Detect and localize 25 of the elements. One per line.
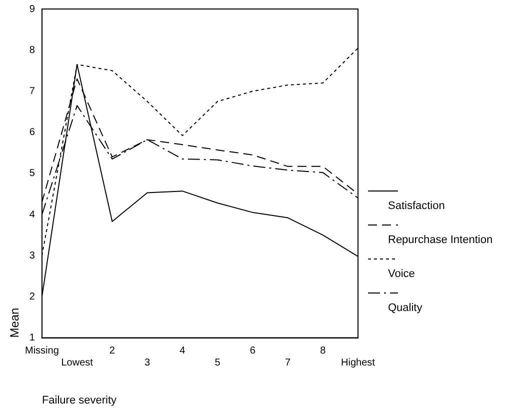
y-tick-label: 1 — [29, 332, 36, 344]
x-tick-label: 2 — [109, 346, 116, 357]
x-tick-label: 6 — [250, 346, 256, 357]
y-tick-label: 6 — [29, 127, 36, 138]
x-tick-label: 3 — [144, 358, 151, 369]
x-tick-label: 8 — [320, 346, 326, 357]
y-tick-label: 2 — [29, 291, 36, 302]
legend-label: Quality — [387, 302, 424, 314]
y-tick-label: 9 — [29, 4, 36, 15]
x-tick-label: 7 — [284, 358, 291, 369]
x-tick-label: Missing — [25, 346, 59, 357]
x-tick-label: 5 — [214, 358, 221, 369]
y-tick-label: 5 — [29, 168, 36, 180]
x-tick-label: Highest — [341, 358, 376, 369]
legend-label: Repurchase Intention — [387, 234, 493, 246]
x-axis-title: Failure severity — [42, 394, 118, 406]
y-tick-label: 8 — [29, 44, 36, 56]
x-tick-label: Lowest — [61, 358, 94, 369]
legend-label: Voice — [387, 268, 416, 280]
x-tick-label: 4 — [180, 346, 186, 357]
y-axis-title: Mean — [8, 308, 22, 338]
legend-label: Satisfaction — [387, 200, 446, 212]
y-tick-label: 7 — [29, 86, 36, 97]
y-tick-label: 4 — [29, 209, 36, 220]
y-tick-label: 3 — [29, 250, 36, 262]
